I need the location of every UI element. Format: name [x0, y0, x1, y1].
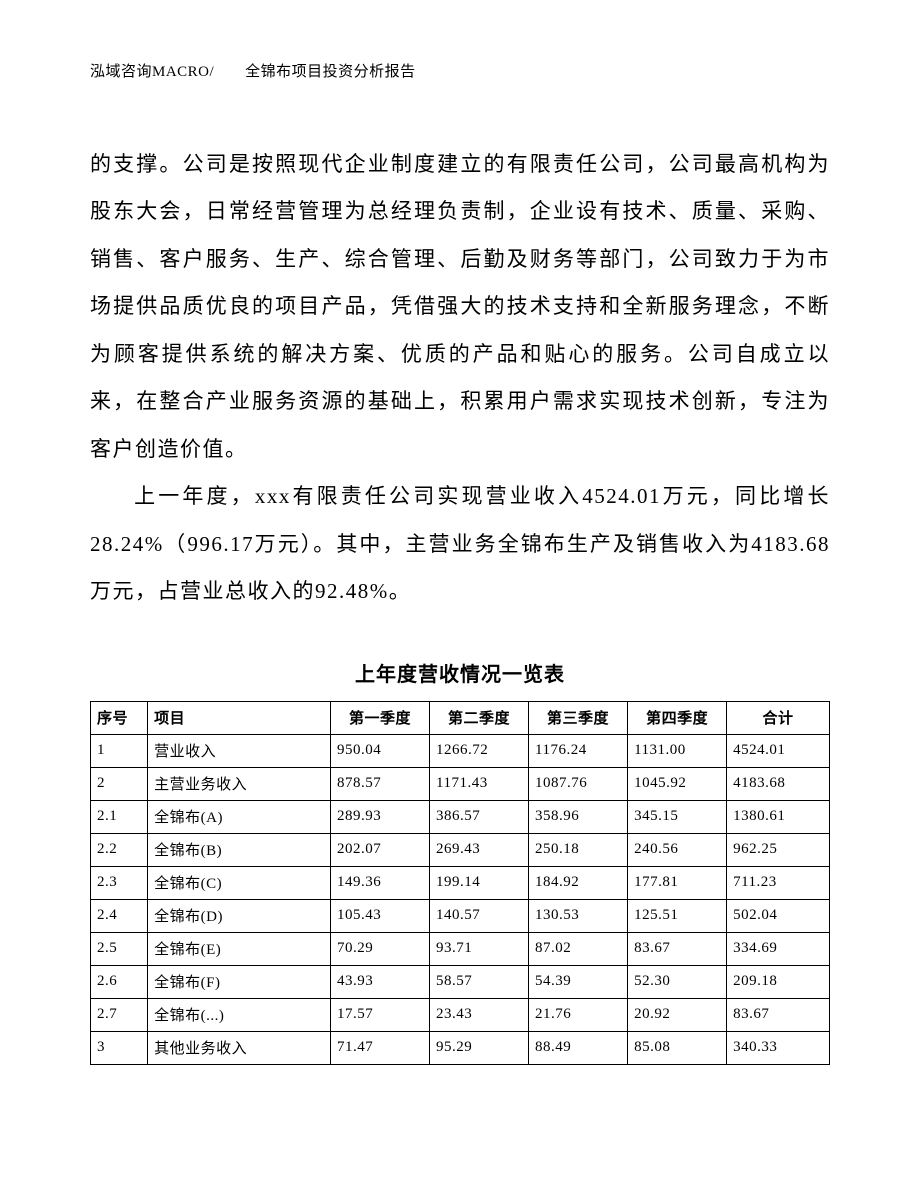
cell-q3: 358.96 — [529, 800, 628, 833]
cell-q3: 250.18 — [529, 833, 628, 866]
cell-q1: 71.47 — [330, 1031, 429, 1064]
cell-sum: 83.67 — [727, 998, 830, 1031]
cell-sum: 962.25 — [727, 833, 830, 866]
cell-q1: 202.07 — [330, 833, 429, 866]
cell-sum: 4524.01 — [727, 734, 830, 767]
col-q2: 第二季度 — [430, 701, 529, 734]
table-row: 1 营业收入 950.04 1266.72 1176.24 1131.00 45… — [91, 734, 830, 767]
cell-idx: 2.5 — [91, 932, 148, 965]
col-q1: 第一季度 — [330, 701, 429, 734]
cell-idx: 1 — [91, 734, 148, 767]
cell-q2: 1266.72 — [430, 734, 529, 767]
cell-q1: 43.93 — [330, 965, 429, 998]
cell-q4: 20.92 — [628, 998, 727, 1031]
cell-item: 营业收入 — [148, 734, 331, 767]
cell-q4: 52.30 — [628, 965, 727, 998]
cell-idx: 2 — [91, 767, 148, 800]
cell-idx: 2.2 — [91, 833, 148, 866]
cell-item: 全锦布(F) — [148, 965, 331, 998]
col-q4: 第四季度 — [628, 701, 727, 734]
cell-item: 全锦布(D) — [148, 899, 331, 932]
page-header: 泓域咨询MACRO/ 全锦布项目投资分析报告 — [90, 60, 830, 81]
col-idx: 序号 — [91, 701, 148, 734]
cell-q3: 54.39 — [529, 965, 628, 998]
cell-item: 全锦布(A) — [148, 800, 331, 833]
table-header-row: 序号 项目 第一季度 第二季度 第三季度 第四季度 合计 — [91, 701, 830, 734]
cell-q2: 23.43 — [430, 998, 529, 1031]
table-row: 2.5 全锦布(E) 70.29 93.71 87.02 83.67 334.6… — [91, 932, 830, 965]
table-row: 2.4 全锦布(D) 105.43 140.57 130.53 125.51 5… — [91, 899, 830, 932]
cell-q2: 93.71 — [430, 932, 529, 965]
cell-q3: 87.02 — [529, 932, 628, 965]
cell-q1: 70.29 — [330, 932, 429, 965]
cell-item: 全锦布(...) — [148, 998, 331, 1031]
revenue-table: 序号 项目 第一季度 第二季度 第三季度 第四季度 合计 1 营业收入 950.… — [90, 701, 830, 1065]
table-row: 2.6 全锦布(F) 43.93 58.57 54.39 52.30 209.1… — [91, 965, 830, 998]
cell-idx: 2.3 — [91, 866, 148, 899]
cell-sum: 1380.61 — [727, 800, 830, 833]
cell-sum: 334.69 — [727, 932, 830, 965]
cell-q2: 140.57 — [430, 899, 529, 932]
cell-q4: 345.15 — [628, 800, 727, 833]
paragraph-2: 上一年度，xxx有限责任公司实现营业收入4524.01万元，同比增长28.24%… — [90, 473, 830, 615]
cell-q1: 17.57 — [330, 998, 429, 1031]
cell-idx: 2.4 — [91, 899, 148, 932]
cell-item: 主营业务收入 — [148, 767, 331, 800]
document-page: 泓域咨询MACRO/ 全锦布项目投资分析报告 的支撑。公司是按照现代企业制度建立… — [0, 0, 920, 1191]
table-head: 序号 项目 第一季度 第二季度 第三季度 第四季度 合计 — [91, 701, 830, 734]
table-row: 2.2 全锦布(B) 202.07 269.43 250.18 240.56 9… — [91, 833, 830, 866]
cell-idx: 2.7 — [91, 998, 148, 1031]
cell-q3: 88.49 — [529, 1031, 628, 1064]
cell-sum: 4183.68 — [727, 767, 830, 800]
cell-sum: 209.18 — [727, 965, 830, 998]
cell-q1: 878.57 — [330, 767, 429, 800]
table-title: 上年度营收情况一览表 — [90, 658, 830, 687]
cell-item: 全锦布(B) — [148, 833, 331, 866]
cell-q4: 177.81 — [628, 866, 727, 899]
body-text-block: 的支撑。公司是按照现代企业制度建立的有限责任公司，公司最高机构为股东大会，日常经… — [90, 141, 830, 616]
cell-q4: 83.67 — [628, 932, 727, 965]
cell-q2: 269.43 — [430, 833, 529, 866]
cell-idx: 2.1 — [91, 800, 148, 833]
cell-q1: 105.43 — [330, 899, 429, 932]
cell-q1: 950.04 — [330, 734, 429, 767]
cell-idx: 3 — [91, 1031, 148, 1064]
cell-q4: 1045.92 — [628, 767, 727, 800]
cell-item: 全锦布(C) — [148, 866, 331, 899]
paragraph-1: 的支撑。公司是按照现代企业制度建立的有限责任公司，公司最高机构为股东大会，日常经… — [90, 141, 830, 473]
cell-q3: 184.92 — [529, 866, 628, 899]
cell-q2: 95.29 — [430, 1031, 529, 1064]
cell-sum: 711.23 — [727, 866, 830, 899]
cell-q2: 1171.43 — [430, 767, 529, 800]
cell-sum: 502.04 — [727, 899, 830, 932]
table-row: 2.1 全锦布(A) 289.93 386.57 358.96 345.15 1… — [91, 800, 830, 833]
cell-q4: 125.51 — [628, 899, 727, 932]
col-total: 合计 — [727, 701, 830, 734]
cell-sum: 340.33 — [727, 1031, 830, 1064]
table-row: 2.7 全锦布(...) 17.57 23.43 21.76 20.92 83.… — [91, 998, 830, 1031]
cell-q2: 58.57 — [430, 965, 529, 998]
table-row: 2 主营业务收入 878.57 1171.43 1087.76 1045.92 … — [91, 767, 830, 800]
cell-q3: 130.53 — [529, 899, 628, 932]
cell-q2: 199.14 — [430, 866, 529, 899]
cell-q4: 85.08 — [628, 1031, 727, 1064]
cell-q1: 149.36 — [330, 866, 429, 899]
col-q3: 第三季度 — [529, 701, 628, 734]
cell-q3: 1176.24 — [529, 734, 628, 767]
cell-idx: 2.6 — [91, 965, 148, 998]
table-row: 3 其他业务收入 71.47 95.29 88.49 85.08 340.33 — [91, 1031, 830, 1064]
cell-q4: 240.56 — [628, 833, 727, 866]
cell-q4: 1131.00 — [628, 734, 727, 767]
cell-q3: 21.76 — [529, 998, 628, 1031]
cell-q3: 1087.76 — [529, 767, 628, 800]
cell-q2: 386.57 — [430, 800, 529, 833]
table-row: 2.3 全锦布(C) 149.36 199.14 184.92 177.81 7… — [91, 866, 830, 899]
cell-item: 其他业务收入 — [148, 1031, 331, 1064]
col-item: 项目 — [148, 701, 331, 734]
cell-item: 全锦布(E) — [148, 932, 331, 965]
cell-q1: 289.93 — [330, 800, 429, 833]
table-body: 1 营业收入 950.04 1266.72 1176.24 1131.00 45… — [91, 734, 830, 1064]
